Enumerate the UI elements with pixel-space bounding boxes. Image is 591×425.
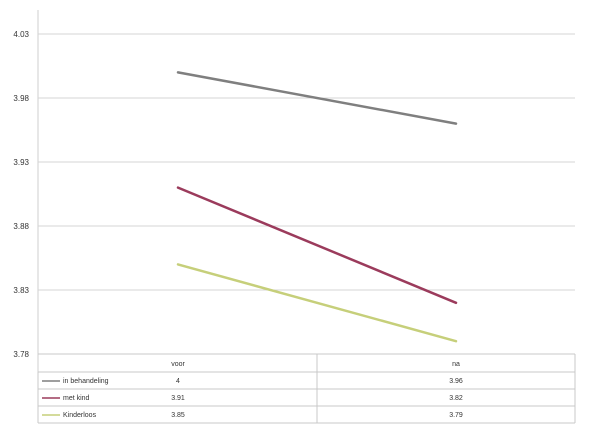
cell-kinderloos-voor: 3.85 <box>171 412 185 419</box>
y-tick-label-3.93: 3.93 <box>13 158 29 167</box>
category-label-voor: voor <box>171 361 185 368</box>
legend-label-kinderloos: Kinderloos <box>63 412 97 419</box>
data-table: voor na in behandeling 4 3.96 met kind 3… <box>37 353 576 424</box>
series-line-kinderloos <box>176 263 458 343</box>
category-label-na: na <box>452 361 460 368</box>
series-line-met-kind <box>176 186 458 305</box>
y-tick-label-3.78: 3.78 <box>13 350 29 359</box>
legend-label-in-behandeling: in behandeling <box>63 378 109 385</box>
cell-in-behandeling-voor: 4 <box>176 378 180 385</box>
cell-met-kind-na: 3.82 <box>449 395 463 402</box>
series-line-in-behandeling <box>176 71 458 125</box>
cell-kinderloos-na: 3.79 <box>449 412 463 419</box>
y-tick-label-3.98: 3.98 <box>13 94 29 103</box>
y-tick-label-3.83: 3.83 <box>13 286 29 295</box>
legend-label-met-kind: met kind <box>63 395 90 402</box>
cell-in-behandeling-na: 3.96 <box>449 378 463 385</box>
series-lines <box>176 71 458 343</box>
y-tick-label-4.03: 4.03 <box>13 30 29 39</box>
y-tick-label-3.88: 3.88 <box>13 222 29 231</box>
cell-met-kind-voor: 3.91 <box>171 395 185 402</box>
